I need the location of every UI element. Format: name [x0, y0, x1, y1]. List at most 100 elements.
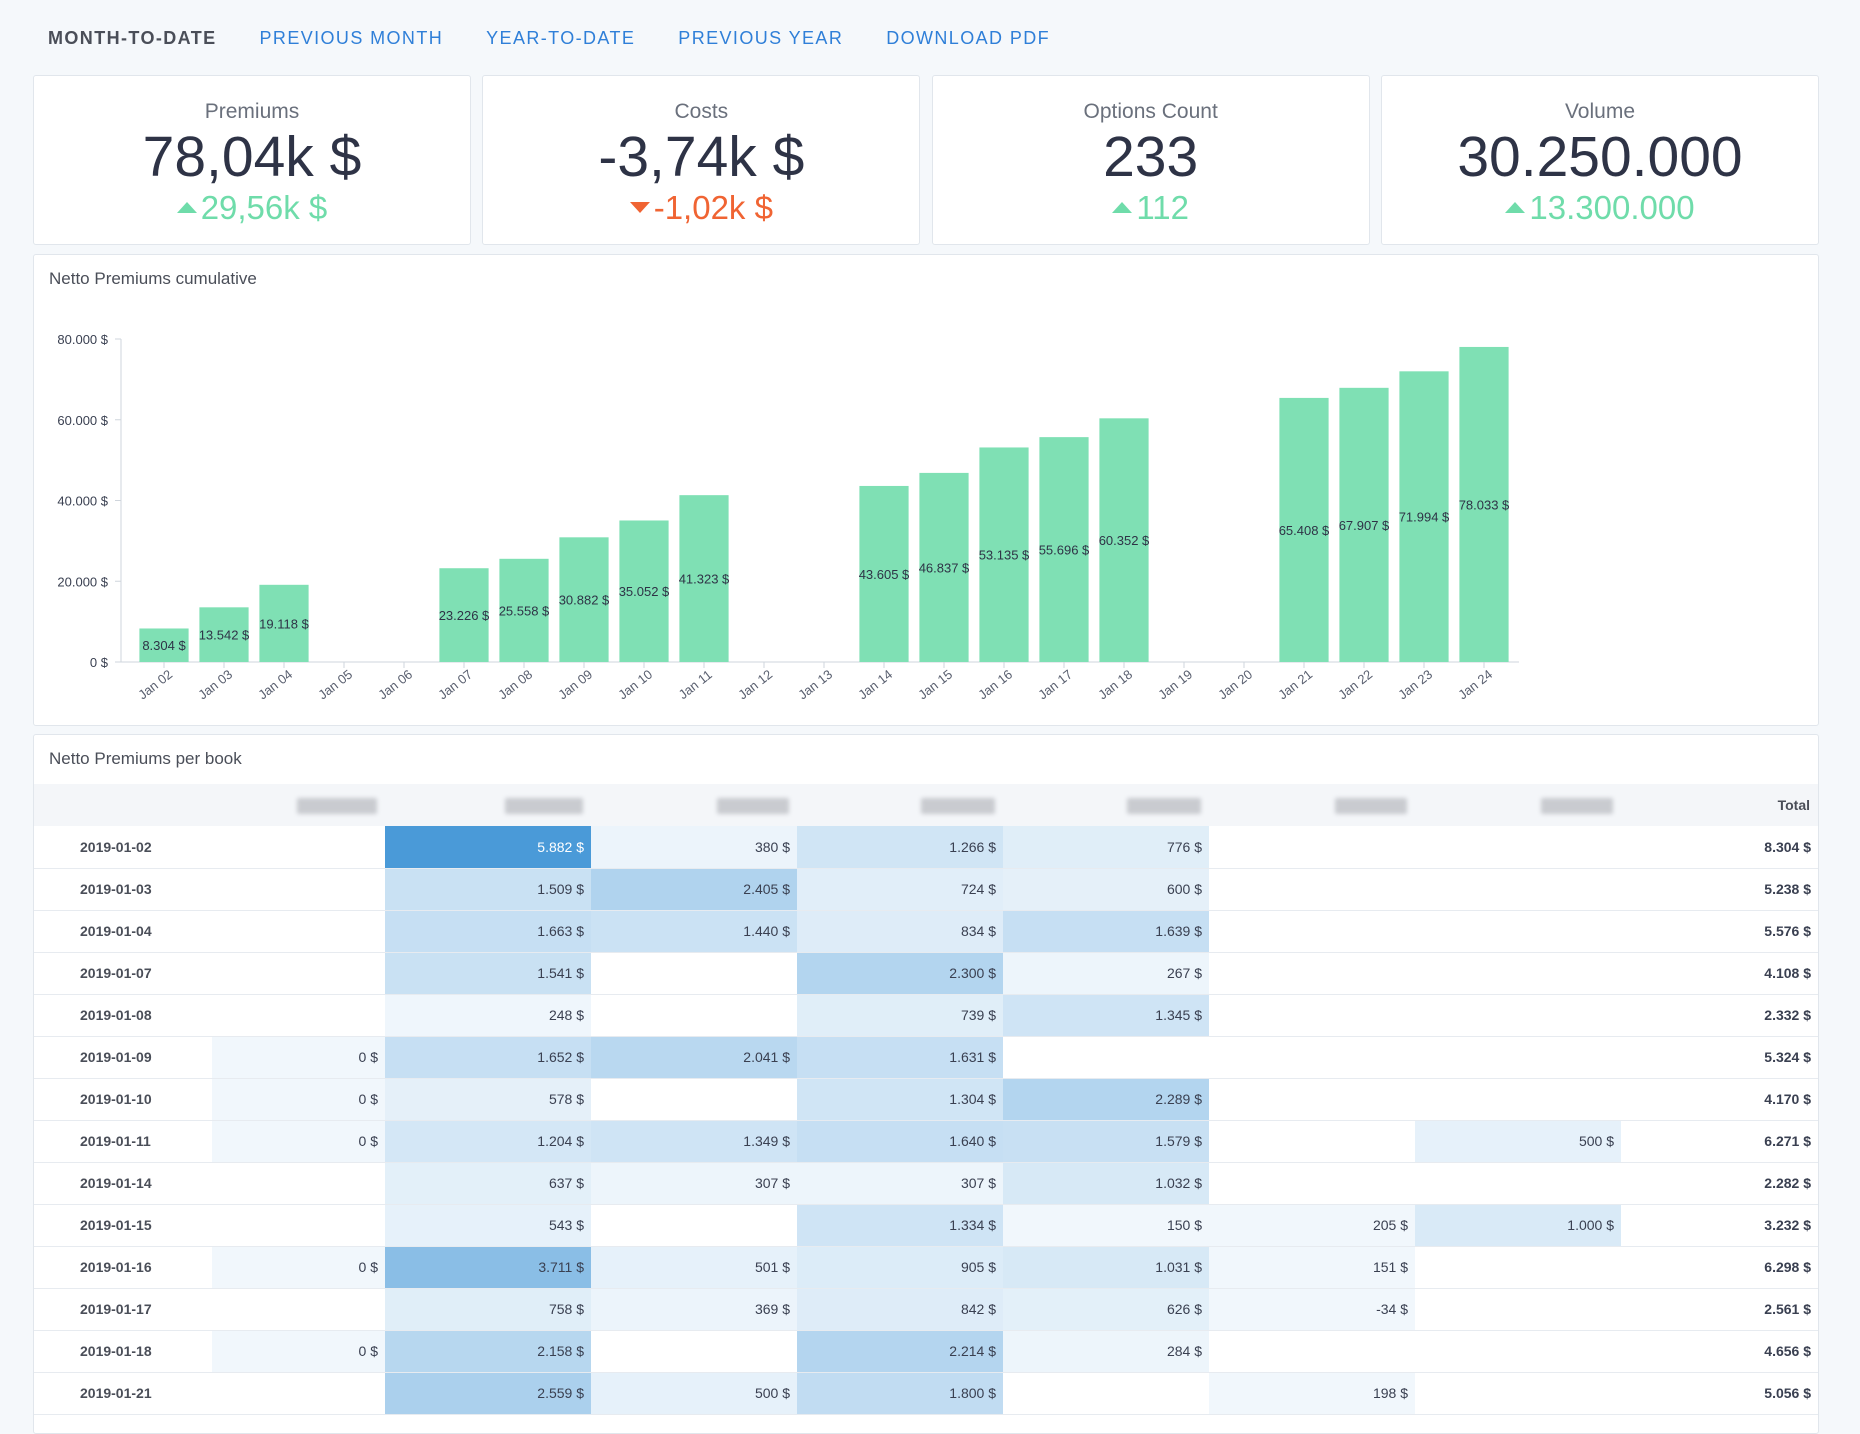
table-cell: 1.631 $	[797, 1036, 1003, 1079]
table-cell: 1.541 $	[385, 952, 591, 995]
row-date: 2019-01-04	[34, 910, 212, 953]
table-cell	[591, 1078, 797, 1121]
header-book-7[interactable]	[1415, 784, 1621, 826]
kpi-label: Costs	[674, 100, 729, 123]
row-total: 6.271 $	[1621, 1120, 1818, 1163]
download-pdf-link[interactable]: DOWNLOAD PDF	[886, 27, 1051, 48]
table-cell: 267 $	[1003, 952, 1209, 995]
bar	[139, 628, 189, 662]
bar-value-label: 30.882 $	[559, 593, 610, 608]
table-cell	[1415, 1246, 1621, 1289]
kpi-delta: -1,02k $	[483, 190, 919, 226]
redacted-label	[717, 797, 789, 814]
nav-month-to-date[interactable]: MONTH-TO-DATE	[48, 27, 217, 48]
nav-year-to-date[interactable]: YEAR-TO-DATE	[486, 27, 636, 48]
table-cell	[1209, 1036, 1415, 1079]
table-cell: 198 $	[1209, 1372, 1415, 1415]
x-tick-label: Jan 09	[555, 667, 595, 703]
table-cell: 284 $	[1003, 1330, 1209, 1373]
header-total[interactable]: Total	[1621, 784, 1818, 826]
table-body: 2019-01-02 5.882 $380 $1.266 $776 $ 8.304 …	[34, 826, 1818, 1415]
table-cell: 1.579 $	[1003, 1120, 1209, 1163]
bar	[439, 568, 489, 662]
row-total: 5.576 $	[1621, 910, 1818, 953]
bar-value-label: 41.323 $	[679, 572, 730, 587]
x-tick-label: Jan 08	[495, 667, 535, 703]
table-cell: 2.041 $	[591, 1036, 797, 1079]
header-date	[34, 784, 212, 826]
table-cell: 2.289 $	[1003, 1078, 1209, 1121]
arrow-up-icon	[1112, 201, 1133, 213]
table-cell	[1415, 826, 1621, 869]
table-cell: 205 $	[1209, 1204, 1415, 1247]
row-date: 2019-01-07	[34, 952, 212, 995]
table-cell: 724 $	[797, 868, 1003, 911]
table-cell: 834 $	[797, 910, 1003, 953]
table-cell	[1003, 1372, 1209, 1415]
header-book-1[interactable]	[212, 784, 385, 826]
header-book-2[interactable]	[385, 784, 591, 826]
table-row: 2019-01-17 758 $369 $842 $626 $ -34 $ 2.561…	[34, 1288, 1818, 1331]
table-row: 2019-01-04 1.663 $1.440 $834 $1.639 $ 5.57…	[34, 910, 1818, 953]
x-tick-label: Jan 22	[1335, 667, 1375, 703]
header-book-3[interactable]	[591, 784, 797, 826]
table-cell: 248 $	[385, 994, 591, 1037]
bar-value-label: 78.033 $	[1459, 497, 1510, 512]
x-tick-label: Jan 15	[915, 667, 955, 703]
table-row: 2019-01-02 5.882 $380 $1.266 $776 $ 8.304 …	[34, 826, 1818, 869]
table-cell: 1.304 $	[797, 1078, 1003, 1121]
table-cell: 307 $	[797, 1162, 1003, 1205]
x-tick-label: Jan 13	[795, 667, 835, 703]
table-cell: 150 $	[1003, 1204, 1209, 1247]
bar	[919, 472, 969, 662]
kpi-value: -3,74k $	[598, 125, 805, 189]
table-cell	[1415, 994, 1621, 1037]
kpi-delta-value: 112	[1136, 189, 1189, 226]
x-tick-label: Jan 12	[735, 667, 775, 703]
table-cell	[1415, 910, 1621, 953]
kpi-row: Premiums 78,04k $ 29,56k $ Costs -3,74k …	[33, 75, 1819, 247]
header-book-4[interactable]	[797, 784, 1003, 826]
nav-previous-month[interactable]: PREVIOUS MONTH	[259, 27, 444, 48]
period-nav: MONTH-TO-DATE PREVIOUS MONTH YEAR-TO-DAT…	[48, 0, 1093, 76]
bar-value-label: 23.226 $	[439, 608, 490, 623]
x-tick-label: Jan 18	[1095, 667, 1135, 703]
table-cell: 1.349 $	[591, 1120, 797, 1163]
nav-previous-year[interactable]: PREVIOUS YEAR	[678, 27, 844, 48]
table-cell	[212, 1162, 385, 1205]
kpi-value: 233	[1103, 125, 1199, 189]
x-tick-label: Jan 02	[135, 667, 175, 703]
table-cell: 5.882 $	[385, 826, 591, 869]
kpi-delta-value: 29,56k $	[200, 189, 328, 226]
table-cell	[1209, 1078, 1415, 1121]
table-cell: 2.214 $	[797, 1330, 1003, 1373]
chart-title: Netto Premiums cumulative	[49, 269, 257, 288]
kpi-costs: Costs -3,74k $ -1,02k $	[482, 75, 921, 245]
bar-value-label: 19.118 $	[259, 616, 309, 631]
table-cell: 0 $	[212, 1036, 385, 1079]
row-total: 5.056 $	[1621, 1372, 1818, 1415]
header-book-6[interactable]	[1209, 784, 1415, 826]
kpi-options-count: Options Count 233 112	[931, 75, 1370, 245]
x-tick-label: Jan 24	[1455, 667, 1495, 703]
row-total: 2.561 $	[1621, 1288, 1818, 1331]
row-date: 2019-01-10	[34, 1078, 212, 1121]
kpi-label: Premiums	[204, 100, 300, 123]
header-book-5[interactable]	[1003, 784, 1209, 826]
table-cell: 1.663 $	[385, 910, 591, 953]
table-cell: 1.800 $	[797, 1372, 1003, 1415]
bar	[559, 537, 609, 662]
x-tick-label: Jan 21	[1275, 667, 1315, 703]
bar	[619, 520, 669, 662]
row-date: 2019-01-08	[34, 994, 212, 1037]
x-tick-label: Jan 23	[1395, 667, 1435, 703]
table-row: 2019-01-09 0 $1.652 $2.041 $1.631 $ 5.324 …	[34, 1036, 1818, 1079]
bar	[1399, 371, 1449, 662]
table-cell: 1.440 $	[591, 910, 797, 953]
row-date: 2019-01-16	[34, 1246, 212, 1289]
bar-value-label: 8.304 $	[142, 638, 186, 653]
table-row: 2019-01-18 0 $2.158 $ 2.214 $284 $ 4.656 $	[34, 1330, 1818, 1373]
bar-value-label: 35.052 $	[619, 584, 670, 599]
table-cell: 380 $	[591, 826, 797, 869]
redacted-label	[1127, 797, 1201, 814]
